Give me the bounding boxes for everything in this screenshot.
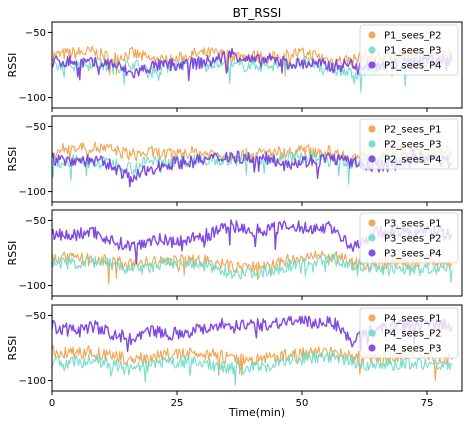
panel-2: −50−100RSSIP2_sees_P1P2_sees_P3P2_sees_P… [6, 115, 463, 206]
legend-label: P1_sees_P3 [384, 46, 442, 57]
series-line-P3_sees_P2 [52, 253, 453, 284]
legend-marker [368, 155, 376, 163]
legend-marker [368, 234, 376, 242]
x-tick-label: 25 [171, 398, 184, 409]
x-tick-label: 50 [296, 398, 309, 409]
y-axis-title: RSSI [6, 241, 19, 266]
legend-marker [368, 329, 376, 337]
y-tick-label: −50 [25, 311, 46, 322]
legend-label: P4_sees_P1 [384, 314, 442, 325]
chart-title: BT_RSSI [233, 6, 282, 20]
plot-frame [51, 21, 463, 109]
panels-layer: −50−100RSSIP1_sees_P2P1_sees_P3P1_sees_P… [6, 21, 463, 409]
legend: P3_sees_P1 P3_sees_P2 P3_sees_P4 [359, 212, 459, 264]
y-tick-label: −50 [25, 28, 46, 39]
legend: P4_sees_P1 P4_sees_P2 P4_sees_P3 [359, 307, 459, 359]
legend-label: P1_sees_P4 [384, 61, 442, 72]
y-tick-label: −100 [19, 281, 46, 292]
legend-box [359, 307, 459, 359]
y-tick-label: −50 [25, 216, 46, 227]
legend-marker [368, 314, 376, 322]
legend-box [359, 118, 459, 170]
y-tick-label: −100 [19, 376, 46, 387]
legend-marker [368, 125, 376, 133]
legend-label: P3_sees_P4 [384, 249, 442, 260]
legend-label: P4_sees_P2 [384, 329, 442, 340]
y-axis-title: RSSI [6, 336, 19, 361]
y-axis-title: RSSI [6, 53, 19, 78]
x-axis-title: Time(min) [228, 406, 285, 419]
legend-marker [368, 140, 376, 148]
y-tick-label: −100 [19, 93, 46, 104]
y-tick-label: −100 [19, 187, 46, 198]
legend-label: P3_sees_P2 [384, 234, 442, 245]
legend: P2_sees_P1 P2_sees_P3 P2_sees_P4 [359, 118, 459, 170]
plot-frame [51, 304, 463, 392]
legend-label: P1_sees_P2 [384, 31, 442, 42]
legend-label: P2_sees_P3 [384, 140, 442, 151]
panel-1: −50−100RSSIP1_sees_P2P1_sees_P3P1_sees_P… [6, 21, 463, 112]
legend-marker [368, 31, 376, 39]
legend-marker [368, 344, 376, 352]
legend-box [359, 212, 459, 264]
y-axis-title: RSSI [6, 147, 19, 172]
legend-marker [368, 219, 376, 227]
legend-marker [368, 61, 376, 69]
legend-label: P2_sees_P4 [384, 155, 442, 166]
series-line-P4_sees_P2 [52, 350, 453, 386]
x-tick-label: 75 [421, 398, 434, 409]
legend-label: P3_sees_P1 [384, 219, 442, 230]
legend-label: P2_sees_P1 [384, 125, 442, 136]
legend-marker [368, 46, 376, 54]
panel-3: −50−100RSSIP3_sees_P1P3_sees_P2P3_sees_P… [6, 209, 463, 300]
y-tick-label: −50 [25, 122, 46, 133]
legend-label: P4_sees_P3 [384, 344, 442, 355]
x-tick-label: 0 [49, 398, 55, 409]
legend-box [359, 24, 459, 76]
plot-frame [51, 209, 463, 297]
plot-frame [51, 115, 463, 203]
legend-marker [368, 249, 376, 257]
legend: P1_sees_P2 P1_sees_P3 P1_sees_P4 [359, 24, 459, 76]
